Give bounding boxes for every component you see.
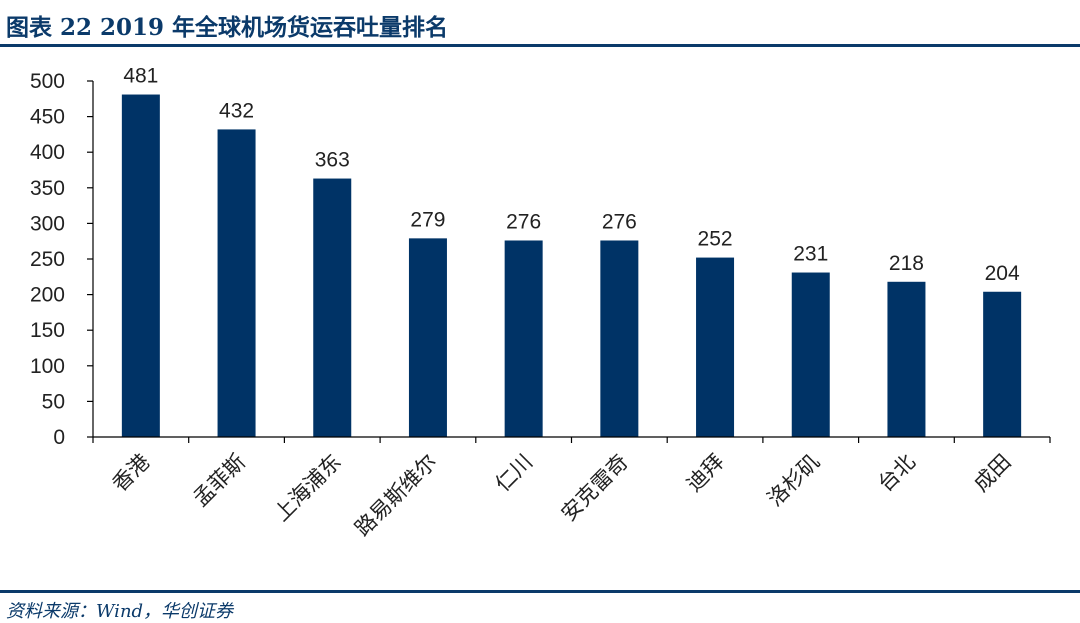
y-tick-label: 100 bbox=[30, 355, 65, 378]
bar bbox=[408, 238, 447, 437]
data-label: 276 bbox=[602, 210, 637, 233]
header-rule bbox=[0, 44, 1080, 47]
category-label: 孟菲斯 bbox=[189, 450, 251, 512]
category-label: 安克雷奇 bbox=[557, 450, 633, 526]
x-axis: 香港 孟菲斯 上海浦东 路易斯维尔 仁川 安克雷奇 迪拜 洛杉矶 台北 成田 bbox=[92, 436, 1051, 541]
bars: 481 432 363 279 276 276 252 231 218 204 bbox=[121, 65, 1022, 437]
y-tick-label: 500 bbox=[30, 70, 65, 93]
data-label: 231 bbox=[793, 243, 828, 266]
category-label: 仁川 bbox=[491, 450, 538, 497]
figure-title: 图表 22 2019 年全球机场货运吞吐量排名 bbox=[6, 14, 449, 41]
bar bbox=[983, 291, 1022, 437]
bar bbox=[791, 272, 830, 437]
bar bbox=[887, 281, 926, 437]
bar bbox=[696, 257, 735, 437]
data-label: 432 bbox=[219, 99, 254, 122]
bar bbox=[121, 94, 160, 437]
category-label: 台北 bbox=[873, 450, 920, 497]
source-note: 资料来源：Wind，华创证券 bbox=[6, 601, 234, 622]
data-label: 481 bbox=[123, 65, 158, 88]
y-tick-label: 350 bbox=[30, 177, 65, 200]
y-tick-label: 450 bbox=[30, 106, 65, 129]
data-label: 218 bbox=[889, 252, 924, 275]
bar-chart: 0 50 100 150 200 250 300 350 400 450 500 481 432 363… bbox=[30, 65, 1051, 541]
y-axis: 0 50 100 150 200 250 300 350 400 450 500 bbox=[30, 70, 94, 449]
data-label: 204 bbox=[985, 262, 1020, 285]
y-tick-label: 0 bbox=[53, 426, 65, 449]
y-tick-label: 150 bbox=[30, 319, 65, 342]
category-label: 路易斯维尔 bbox=[350, 450, 441, 541]
y-tick-label: 250 bbox=[30, 248, 65, 271]
data-label: 363 bbox=[315, 149, 350, 172]
y-tick-label: 400 bbox=[30, 141, 65, 164]
data-label: 252 bbox=[698, 228, 733, 251]
figure-header: 图表 22 2019 年全球机场货运吞吐量排名 bbox=[0, 0, 1080, 44]
category-label: 香港 bbox=[108, 450, 155, 497]
data-label: 276 bbox=[506, 210, 541, 233]
y-tick-label: 50 bbox=[42, 390, 65, 413]
category-label: 迪拜 bbox=[682, 450, 729, 497]
bar bbox=[217, 129, 256, 437]
data-label: 279 bbox=[410, 208, 445, 231]
category-label: 上海浦东 bbox=[269, 450, 345, 526]
y-tick-label: 300 bbox=[30, 212, 65, 235]
bar bbox=[600, 240, 639, 437]
bar bbox=[504, 240, 543, 437]
category-label: 成田 bbox=[969, 450, 1016, 497]
bar bbox=[313, 178, 352, 437]
footer-rule bbox=[0, 590, 1080, 593]
y-tick-label: 200 bbox=[30, 284, 65, 307]
category-label: 洛杉矶 bbox=[763, 450, 825, 512]
